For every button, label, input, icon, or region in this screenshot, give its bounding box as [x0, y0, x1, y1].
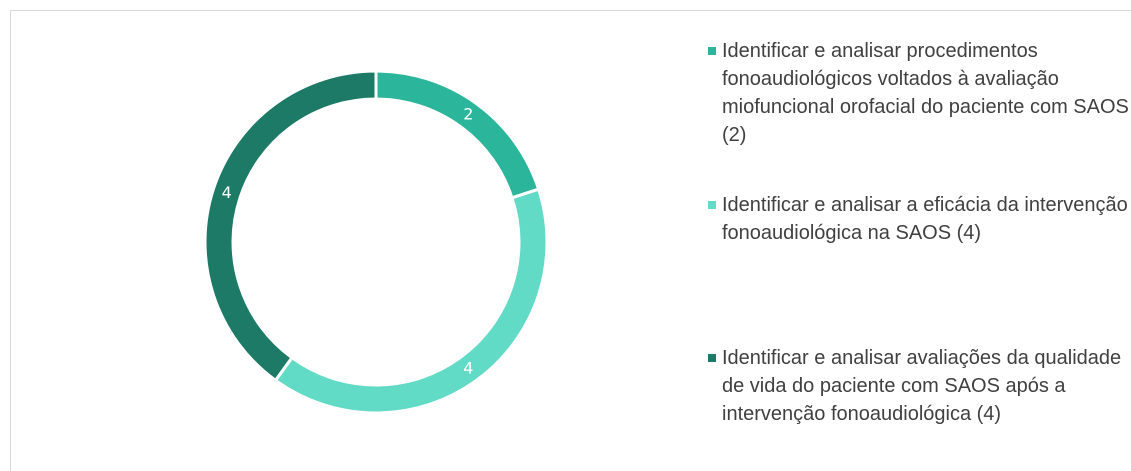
donut-segment: [273, 187, 549, 415]
donut-segment: [203, 69, 378, 383]
frame: [10, 10, 1131, 471]
legend-item: Identificar e analisar avaliações da qua…: [708, 344, 1131, 428]
data-label: 2: [463, 104, 473, 123]
data-label: 4: [222, 183, 232, 202]
legend-swatch: [708, 201, 716, 209]
legend-item: Identificar e analisar procedimentos fon…: [708, 37, 1131, 149]
data-label: 4: [463, 359, 473, 378]
legend-item: Identificar e analisar a eficácia da int…: [708, 191, 1131, 247]
legend-swatch: [708, 47, 716, 55]
donut-segment: [374, 69, 541, 200]
legend-label: Identificar e analisar avaliações da qua…: [722, 347, 1122, 425]
legend-swatch: [708, 354, 716, 362]
legend-label: Identificar e analisar a eficácia da int…: [722, 194, 1128, 244]
legend-label: Identificar e analisar procedimentos fon…: [722, 40, 1129, 146]
